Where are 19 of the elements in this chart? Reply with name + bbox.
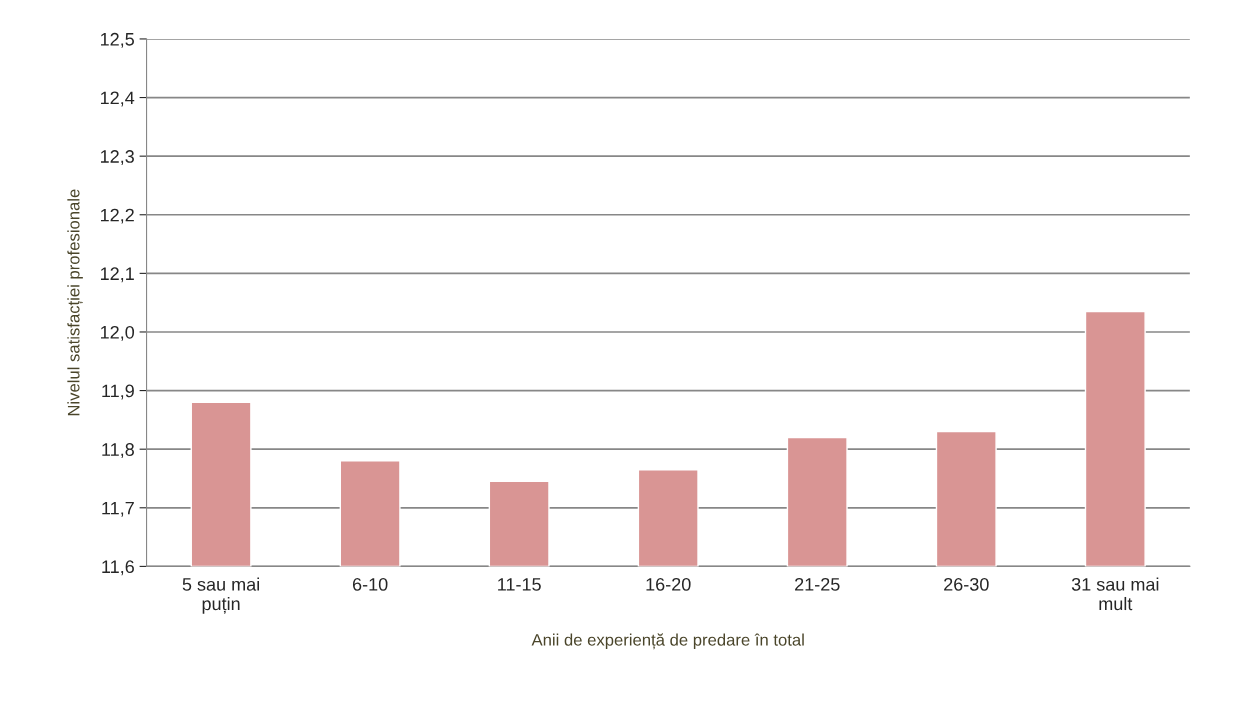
y-tick-label: 11,6 [102, 560, 134, 576]
y-tick-label: 12,3 [100, 150, 134, 166]
y-tick-label: 12,0 [100, 325, 135, 341]
y-tick-label: 11,8 [102, 443, 134, 459]
x-tick-label: 31 sau mai mult [1071, 577, 1159, 611]
y-tick-label: 12,2 [100, 208, 134, 224]
x-tick-label: 5 sau mai puțin [182, 577, 259, 614]
x-tick-label: 26-30 [944, 577, 989, 591]
y-tick-label: 12,1 [100, 267, 134, 283]
x-tick-label: 6-10 [352, 577, 388, 591]
y-tick-label: 12,5 [100, 32, 134, 48]
x-tick-label: 16-20 [646, 577, 691, 591]
x-tick-label: 11-15 [498, 578, 541, 591]
x-tick-label: 21-25 [795, 577, 840, 591]
x-axis-title: Anii de experiență de predare în total [531, 633, 804, 650]
y-tick-label: 11,9 [102, 384, 134, 400]
y-tick-label: 11,7 [102, 501, 134, 517]
y-axis-title: Nivelul satisfacției profesionale [67, 189, 83, 416]
y-tick-label: 12,4 [100, 91, 135, 107]
